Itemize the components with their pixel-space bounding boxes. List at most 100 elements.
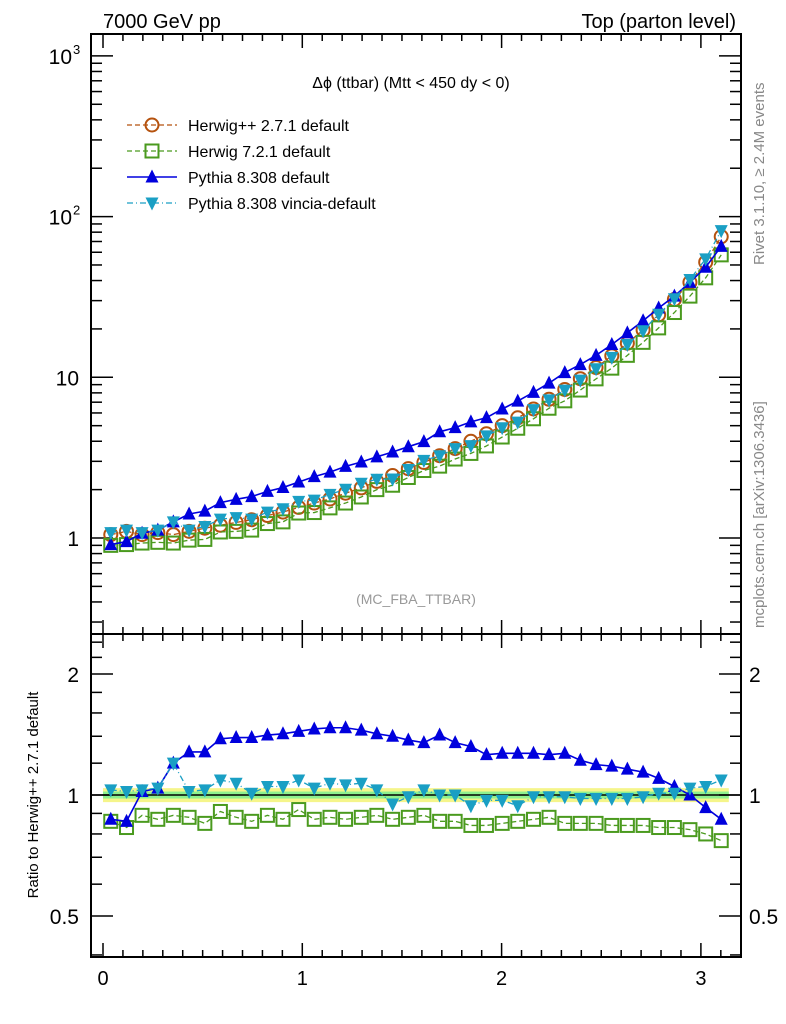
data-point: [542, 747, 556, 761]
data-point: [699, 253, 713, 267]
data-point: [386, 728, 400, 742]
data-point: [683, 274, 697, 288]
data-point: [667, 293, 681, 307]
data-point: [339, 720, 353, 734]
legend-item: Herwig 7.2.1 default: [127, 143, 331, 161]
data-point: [542, 394, 556, 408]
rivet-label: Rivet 3.1.10, ≥ 2.4M events: [751, 83, 768, 266]
y-tick-label-exponent: 3: [73, 42, 80, 57]
data-point: [620, 338, 634, 352]
data-point: [511, 800, 525, 814]
data-point: [229, 777, 243, 791]
data-point: [197, 815, 213, 831]
data-point: [339, 458, 353, 472]
data-point: [464, 800, 478, 814]
data-point: [339, 483, 353, 497]
data-point: [479, 747, 493, 761]
series-line: [110, 761, 722, 807]
y-tick-label: 1: [67, 785, 79, 808]
data-point: [682, 288, 698, 304]
data-point: [401, 791, 415, 805]
data-point: [354, 454, 368, 468]
data-point: [260, 506, 274, 520]
series-0: [103, 229, 729, 543]
data-point: [339, 779, 353, 793]
data-point: [276, 503, 290, 517]
data-point: [511, 393, 525, 407]
main-title: Δϕ (ttbar) (Mtt < 450 dy < 0): [312, 75, 510, 92]
data-point: [228, 809, 244, 825]
data-point: [636, 325, 650, 339]
legend-label: Herwig 7.2.1 default: [188, 144, 331, 161]
data-point: [667, 787, 681, 801]
data-point: [714, 811, 728, 825]
data-point: [589, 793, 603, 807]
data-point: [292, 495, 306, 509]
data-point: [369, 807, 385, 823]
series-line: [110, 808, 722, 842]
data-point: [386, 798, 400, 812]
data-point: [557, 815, 573, 831]
data-point: [104, 784, 118, 798]
data-point: [229, 491, 243, 505]
data-point: [354, 777, 368, 791]
data-point: [558, 384, 572, 398]
data-point: [354, 477, 368, 491]
data-point: [636, 313, 650, 327]
data-point: [713, 833, 729, 849]
data-point: [181, 809, 197, 825]
data-point: [432, 813, 448, 829]
data-point: [636, 764, 650, 778]
data-point: [401, 732, 415, 746]
data-point: [589, 363, 603, 377]
data-point: [307, 782, 321, 796]
data-point: [323, 464, 337, 478]
data-point: [259, 807, 275, 823]
data-point: [511, 745, 525, 759]
data-point: [260, 727, 274, 741]
data-point: [401, 439, 415, 453]
data-point: [276, 726, 290, 740]
data-point: [244, 813, 260, 829]
legend-label: Pythia 8.308 default: [188, 170, 330, 187]
data-point: [370, 449, 384, 463]
ratio-series-1: [104, 720, 728, 827]
y-tick-label-right: 0.5: [749, 906, 778, 929]
data-point: [666, 820, 682, 836]
data-point: [260, 780, 274, 794]
data-point: [652, 308, 666, 322]
mcplots-label: mcplots.cern.ch [arXiv:1306.3436]: [751, 401, 768, 628]
data-point: [198, 744, 212, 758]
data-point: [464, 739, 478, 753]
data-point: [573, 752, 587, 766]
data-point: [448, 789, 462, 803]
data-point: [572, 815, 588, 831]
data-point: [605, 793, 619, 807]
data-point: [120, 524, 134, 538]
data-point: [605, 336, 619, 350]
legend-label: Pythia 8.308 vincia-default: [188, 196, 376, 213]
data-point: [338, 811, 354, 827]
data-point: [213, 513, 227, 527]
legend: Herwig++ 2.7.1 default Herwig 7.2.1 defau…: [127, 117, 376, 213]
data-point: [275, 811, 291, 827]
data-point: [245, 730, 259, 744]
series-3: [104, 225, 728, 541]
legend-marker: [145, 197, 159, 211]
legend-item: Pythia 8.308 default: [127, 169, 330, 187]
data-point: [134, 807, 150, 823]
ratio-panel: 0 1 2 3 0.5 0.5 1 1 2 2 Ratio to Herwig++ 2.7.1 d…: [25, 633, 778, 990]
data-point: [401, 463, 415, 477]
data-point: [714, 774, 728, 788]
x-tick-label: 0: [97, 968, 108, 990]
data-point: [433, 424, 447, 438]
series-line: [110, 726, 722, 823]
x-tick-label: 3: [695, 968, 706, 990]
data-point: [433, 450, 447, 464]
y-tick-label-right: 2: [749, 664, 761, 687]
data-point: [323, 777, 337, 791]
data-point: [182, 744, 196, 758]
data-point: [433, 789, 447, 803]
